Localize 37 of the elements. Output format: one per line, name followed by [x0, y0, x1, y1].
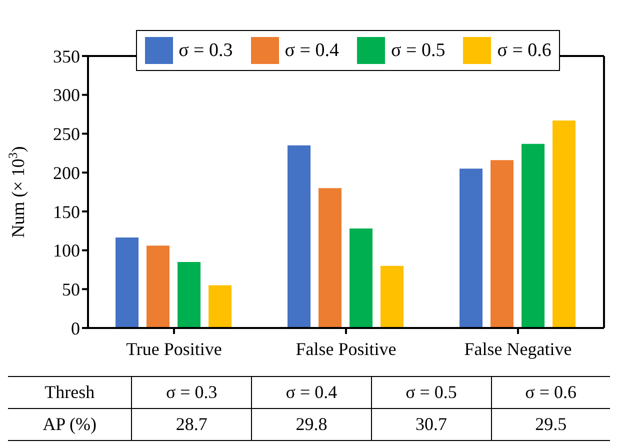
- text: σ = 0.6: [491, 376, 610, 408]
- legend-label: σ = 0.6: [497, 40, 552, 62]
- text: 29.8: [252, 408, 372, 440]
- bar: [460, 168, 483, 328]
- bar: [380, 266, 404, 328]
- y-tick-label: 100: [53, 240, 80, 261]
- bar: [490, 160, 514, 328]
- legend-label: σ = 0.4: [284, 40, 339, 62]
- bar: [318, 188, 342, 328]
- x-tick-label: False Positive: [296, 338, 396, 359]
- bar: [552, 120, 576, 328]
- bar: [116, 237, 139, 328]
- y-tick-label: 50: [62, 280, 80, 300]
- text: σ = 0.3: [132, 376, 252, 408]
- y-tick-label: 350: [53, 46, 80, 66]
- legend-label: σ = 0.3: [178, 40, 233, 62]
- y-tick-label: 300: [53, 85, 80, 106]
- bar: [178, 262, 201, 328]
- bar: [288, 145, 311, 328]
- text: 30.7: [371, 408, 492, 440]
- text: 29.5: [491, 408, 610, 440]
- text: σ = 0.4: [252, 376, 372, 408]
- bar: [146, 246, 170, 328]
- x-tick-label: True Positive: [126, 338, 222, 359]
- y-tick-label: 150: [53, 202, 80, 222]
- y-tick-label: 250: [53, 124, 80, 144]
- text: σ = 0.5: [371, 376, 492, 408]
- bar: [350, 228, 373, 328]
- bar: [208, 285, 232, 328]
- text: AP (%): [42, 413, 98, 436]
- legend-label: σ = 0.5: [391, 40, 446, 62]
- y-tick-label: 0: [71, 318, 80, 338]
- x-tick-label: False Negative: [464, 338, 572, 359]
- text: 28.7: [132, 408, 252, 440]
- bar: [522, 144, 545, 328]
- y-tick-label: 200: [53, 162, 80, 183]
- text: Thresh: [44, 381, 96, 404]
